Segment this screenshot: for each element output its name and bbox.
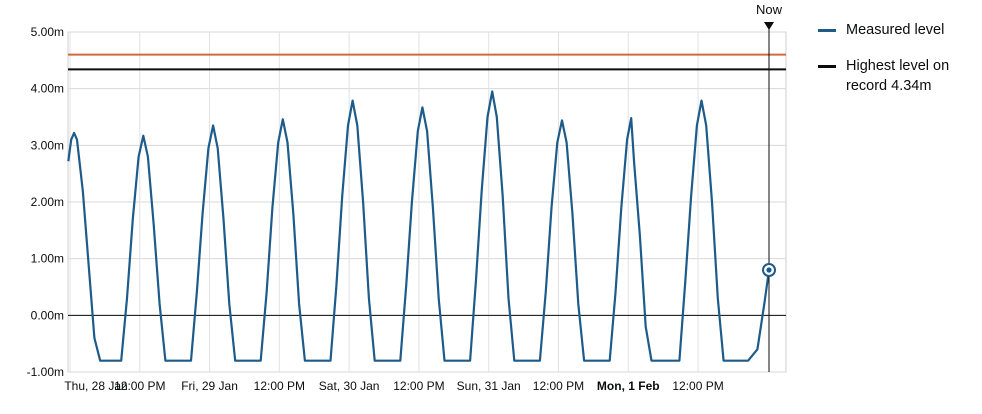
x-tick-label: Mon, 1 Feb <box>597 379 660 393</box>
legend-swatch-highest <box>818 65 836 68</box>
now-label: Now <box>756 2 783 17</box>
x-tick-label: 12:00 PM <box>533 379 584 393</box>
y-axis: -1.00m 0.00m 1.00m 2.00m 3.00m 4.00m 5.00m <box>27 25 64 379</box>
legend-item-highest: Highest level on record 4.34m <box>818 56 978 96</box>
x-tick-label: Sun, 31 Jan <box>457 379 521 393</box>
x-tick-label: 12:00 PM <box>114 379 165 393</box>
y-tick-label: 5.00m <box>31 25 64 39</box>
x-tick-label: Fri, 29 Jan <box>181 379 238 393</box>
y-tick-label: 2.00m <box>31 195 64 209</box>
legend-label-highest: Highest level on record 4.34m <box>846 58 950 94</box>
now-marker: Now <box>756 2 783 372</box>
x-tick-label: 12:00 PM <box>672 379 723 393</box>
y-tick-label: 1.00m <box>31 252 64 266</box>
reference-lines <box>68 53 786 316</box>
y-tick-label: 4.00m <box>31 82 64 96</box>
x-tick-label: Thu, 28 Jan <box>64 379 127 393</box>
legend-label-measured: Measured level <box>846 22 945 38</box>
legend-item-measured: Measured level <box>818 20 978 40</box>
now-triangle-icon <box>764 22 774 30</box>
y-tick-label: 3.00m <box>31 138 64 152</box>
y-tick-label: 0.00m <box>31 308 64 322</box>
legend-swatch-measured <box>818 29 836 32</box>
x-tick-label: 12:00 PM <box>254 379 305 393</box>
measured-level-line <box>67 90 771 362</box>
series <box>67 90 771 362</box>
y-tick-label: -1.00m <box>27 365 64 379</box>
grid <box>67 31 787 373</box>
x-tick-label: 12:00 PM <box>393 379 444 393</box>
latest-reading-dot <box>766 267 772 273</box>
chart-legend: Measured level Highest level on record 4… <box>818 20 978 112</box>
x-tick-label: Sat, 30 Jan <box>319 379 380 393</box>
river-level-chart: -1.00m 0.00m 1.00m 2.00m 3.00m 4.00m 5.00m Thu… <box>27 2 787 393</box>
